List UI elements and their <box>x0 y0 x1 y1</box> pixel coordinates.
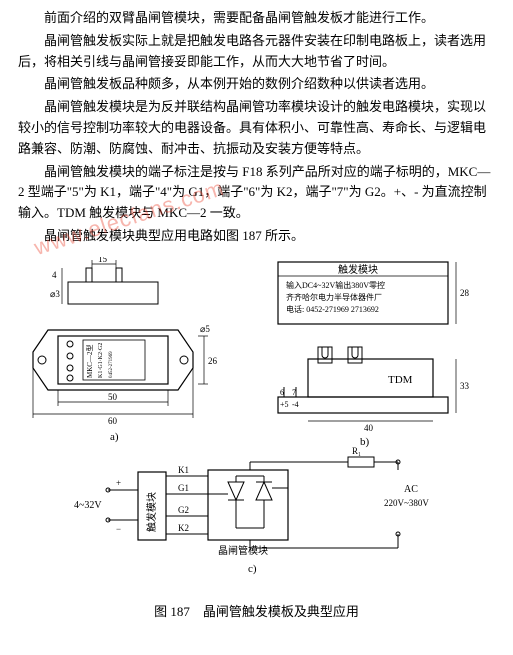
svg-text:4~32V: 4~32V <box>74 500 102 511</box>
fig-c-schematic: 触发模块 + − 4~32V K1 G1 G2 K2 <box>74 446 429 575</box>
svg-text:K2: K2 <box>178 523 189 533</box>
figure-caption: 图 187 晶闸管触发模板及典型应用 <box>18 602 495 623</box>
dim-4: 4 <box>52 270 57 280</box>
paragraph-3: 晶闸管触发板品种颇多，从本例开始的数例介绍数种以供读者选用。 <box>18 74 495 95</box>
svg-text:电话: 0452-271969 2713692: 电话: 0452-271969 2713692 <box>286 304 379 314</box>
svg-text:触发模块: 触发模块 <box>338 263 378 276</box>
fig-a-sub: a) <box>110 431 119 443</box>
fig-a-plan: MKC—2型 K1·G1·K2·G2 0452-271969 50 60 26 … <box>33 324 218 443</box>
svg-text:输入DC4~32V输出380V零控: 输入DC4~32V输出380V零控 <box>286 280 385 290</box>
fig-a-top: 15 4 ⌀3 <box>50 257 158 304</box>
svg-text:⌀3: ⌀3 <box>50 289 60 299</box>
svg-text:晶闸管模块: 晶闸管模块 <box>218 544 268 557</box>
figure-187: 15 4 ⌀3 MKC—2型 K1·G1·K2·G2 0452-271969 <box>18 257 495 594</box>
svg-text:28: 28 <box>460 288 470 298</box>
paragraph-1: 前面介绍的双臂晶闸管模块，需要配备晶闸管触发板才能进行工作。 <box>18 8 495 29</box>
svg-text:齐齐哈尔电力半导体器件厂: 齐齐哈尔电力半导体器件厂 <box>286 292 382 302</box>
figure-svg: 15 4 ⌀3 MKC—2型 K1·G1·K2·G2 0452-271969 <box>18 257 495 587</box>
svg-text:40: 40 <box>364 423 374 433</box>
dim-15: 15 <box>98 257 108 264</box>
fig-b-sub: b) <box>360 436 370 448</box>
svg-text:K1·G1·K2·G2: K1·G1·K2·G2 <box>98 342 104 377</box>
svg-text:0452-271969: 0452-271969 <box>109 351 114 378</box>
paragraph-4: 晶闸管触发模块是为反并联结构晶闸管功率模块设计的触发电路模块，实现以较小的信号控… <box>18 97 495 159</box>
svg-text:TDM: TDM <box>388 374 413 386</box>
svg-text:+5: +5 <box>280 400 289 409</box>
svg-text:7: 7 <box>292 388 296 397</box>
svg-text:MKC—2型: MKC—2型 <box>85 344 94 377</box>
svg-text:⌀5: ⌀5 <box>200 324 210 334</box>
paragraph-6: 晶闸管触发模块典型应用电路如图 187 所示。 <box>18 226 495 247</box>
svg-text:50: 50 <box>108 392 118 402</box>
paragraph-5: 晶闸管触发模块的端子标注是按与 F18 系列产品所对应的端子标明的，MKC—2 … <box>18 162 495 224</box>
svg-text:220V~380V: 220V~380V <box>384 498 429 508</box>
svg-text:G2: G2 <box>178 505 189 515</box>
svg-text:26: 26 <box>208 356 218 366</box>
svg-text:-4: -4 <box>292 400 299 409</box>
svg-text:+: + <box>116 478 121 488</box>
fig-b-side: TDM +5 -4 6 7 40 33 b) <box>278 347 470 448</box>
paragraph-2: 晶闸管触发板实际上就是把触发电路各元器件安装在印制电路板上，读者选用后，将相关引… <box>18 31 495 73</box>
svg-text:G1: G1 <box>178 483 189 493</box>
svg-text:K1: K1 <box>178 465 189 475</box>
svg-text:60: 60 <box>108 416 118 426</box>
svg-text:6: 6 <box>280 388 284 397</box>
fig-b-top: 触发模块 输入DC4~32V输出380V零控 齐齐哈尔电力半导体器件厂 电话: … <box>278 257 470 324</box>
svg-text:触发模块: 触发模块 <box>145 492 158 532</box>
svg-text:33: 33 <box>460 381 470 391</box>
svg-text:R₁: R₁ <box>352 446 361 456</box>
fig-c-sub: c) <box>248 563 257 575</box>
svg-text:AC: AC <box>404 484 418 495</box>
svg-text:−: − <box>116 524 121 534</box>
